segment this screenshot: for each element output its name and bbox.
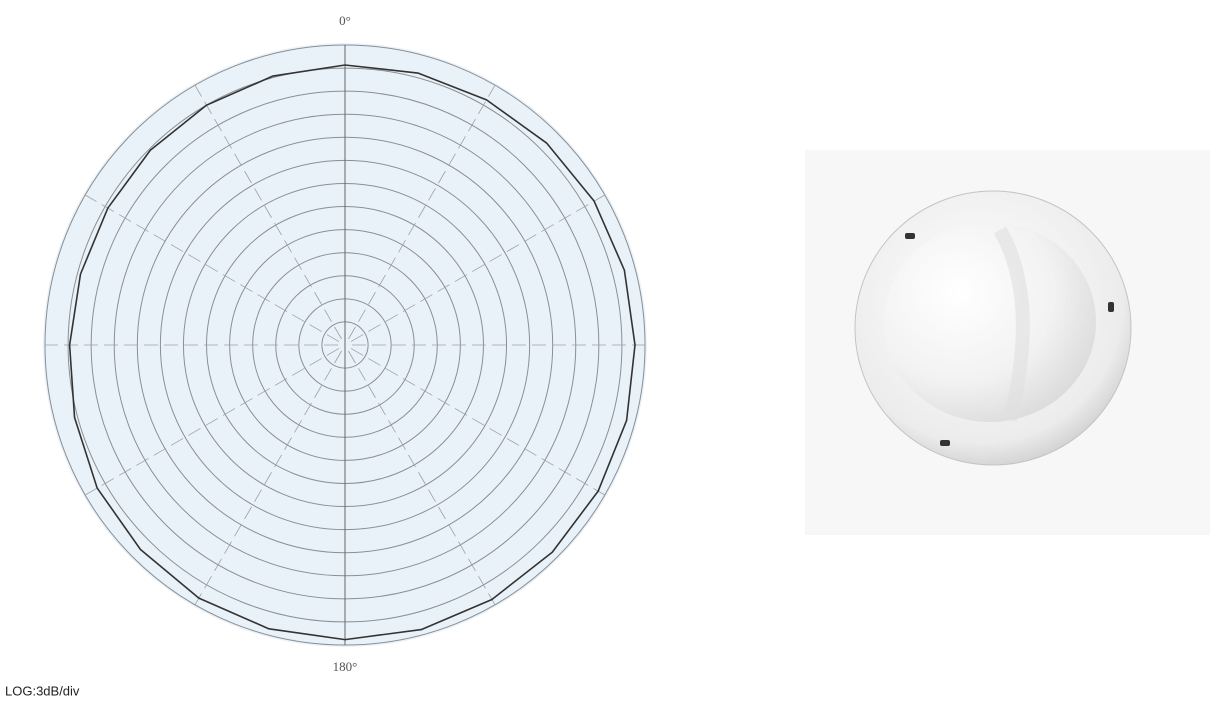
- annotation: LOG:3dB/div: [5, 683, 80, 698]
- product-photo: [805, 150, 1210, 535]
- grid-spoke: [194, 84, 342, 340]
- grid-spoke: [350, 348, 606, 496]
- polar-plot: 0° 180°: [44, 13, 646, 674]
- theta-tick-label: 0°: [339, 13, 351, 28]
- dome-top: [884, 222, 1096, 422]
- grid-spoke: [194, 350, 342, 606]
- grid-spoke: [348, 350, 496, 606]
- theta-tick-label: 180°: [333, 659, 358, 674]
- grid-spoke: [348, 84, 496, 340]
- grid-spoke: [84, 348, 340, 496]
- grid-spoke: [84, 194, 340, 342]
- screw: [1108, 302, 1114, 312]
- grid-spoke: [350, 194, 606, 342]
- screw: [905, 233, 915, 239]
- dome-shade: [993, 226, 1030, 422]
- pattern-line: [68, 64, 636, 641]
- screw: [940, 440, 950, 446]
